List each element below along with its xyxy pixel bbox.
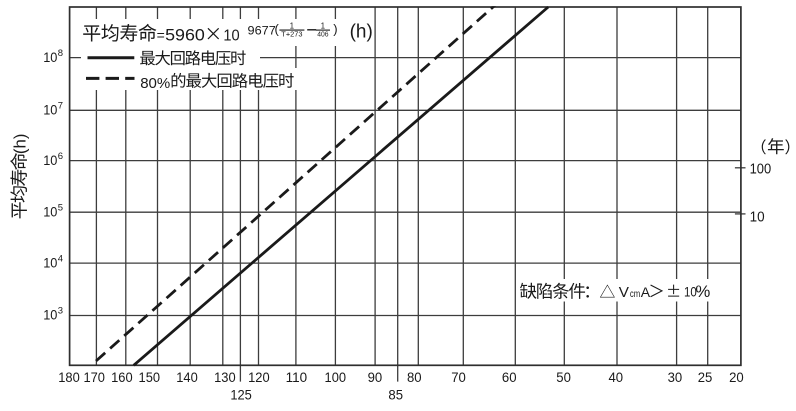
svg-text:10: 10 bbox=[43, 308, 57, 323]
svg-text:140: 140 bbox=[176, 370, 198, 386]
svg-text:125: 125 bbox=[230, 387, 252, 403]
svg-text:30: 30 bbox=[668, 370, 683, 386]
svg-text:V: V bbox=[619, 284, 629, 301]
svg-text:6: 6 bbox=[58, 151, 63, 162]
svg-text:1: 1 bbox=[290, 22, 295, 31]
svg-text:10: 10 bbox=[684, 284, 697, 300]
svg-text:1: 1 bbox=[321, 22, 326, 31]
svg-text:80: 80 bbox=[407, 370, 422, 386]
svg-text:80%: 80% bbox=[140, 75, 170, 92]
svg-text:10: 10 bbox=[43, 255, 57, 270]
svg-text:): ) bbox=[333, 22, 337, 37]
svg-text:cm: cm bbox=[630, 289, 640, 300]
svg-text:10: 10 bbox=[750, 209, 765, 225]
svg-text:=: = bbox=[157, 27, 165, 43]
svg-text:7: 7 bbox=[58, 101, 63, 112]
svg-text:110: 110 bbox=[286, 370, 308, 386]
svg-text:160: 160 bbox=[111, 370, 133, 386]
svg-text:20: 20 bbox=[729, 370, 744, 386]
svg-text:T+273: T+273 bbox=[281, 30, 302, 39]
svg-text:(h): (h) bbox=[11, 134, 30, 155]
svg-text:10: 10 bbox=[223, 28, 239, 45]
svg-text:5: 5 bbox=[58, 202, 63, 213]
svg-text:10: 10 bbox=[43, 103, 57, 118]
svg-text:25: 25 bbox=[698, 370, 713, 386]
svg-text:3: 3 bbox=[58, 306, 63, 317]
svg-text:8: 8 bbox=[58, 48, 63, 59]
svg-text:40: 40 bbox=[609, 370, 624, 386]
svg-text:10: 10 bbox=[43, 153, 57, 168]
svg-text:(h): (h) bbox=[350, 22, 373, 43]
svg-text:90: 90 bbox=[368, 370, 383, 386]
svg-text:5960: 5960 bbox=[165, 27, 205, 45]
svg-text:50: 50 bbox=[556, 370, 571, 386]
svg-text:100: 100 bbox=[750, 162, 772, 178]
svg-text:100: 100 bbox=[325, 370, 347, 386]
svg-text:(: ( bbox=[275, 22, 280, 37]
svg-text:10: 10 bbox=[43, 204, 57, 219]
svg-text:10: 10 bbox=[43, 50, 57, 65]
svg-text:150: 150 bbox=[139, 370, 161, 386]
svg-text:180: 180 bbox=[58, 370, 80, 386]
svg-text:%: % bbox=[695, 282, 710, 301]
svg-text:406: 406 bbox=[317, 30, 328, 39]
svg-text:170: 170 bbox=[83, 370, 105, 386]
svg-text:4: 4 bbox=[58, 253, 63, 264]
svg-text:85: 85 bbox=[388, 387, 403, 403]
svg-text:9677: 9677 bbox=[248, 24, 276, 38]
svg-text:130: 130 bbox=[214, 370, 236, 386]
svg-text:60: 60 bbox=[502, 370, 517, 386]
svg-text:70: 70 bbox=[451, 370, 466, 386]
svg-text:120: 120 bbox=[248, 370, 270, 386]
svg-text:A: A bbox=[641, 284, 651, 300]
